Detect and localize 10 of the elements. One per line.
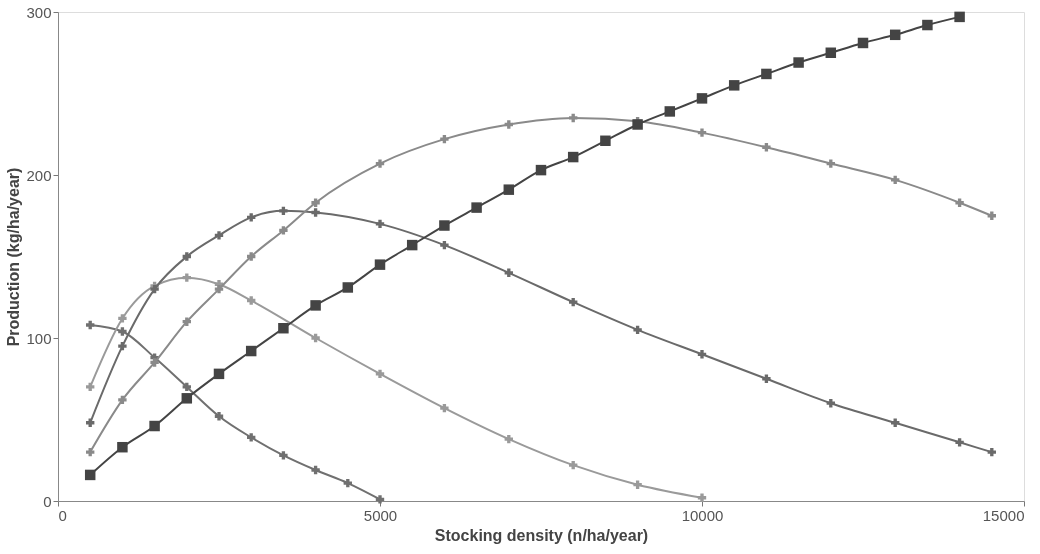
x-tick-label: 10000 bbox=[681, 506, 724, 524]
x-tick-label: 0 bbox=[58, 506, 67, 524]
x-tick-label: 15000 bbox=[982, 506, 1025, 524]
y-tick-label: 0 bbox=[43, 492, 52, 510]
y-axis-title: Production (kg/ha/year) bbox=[5, 167, 23, 347]
x-axis-title: Stocking density (n/ha/year) bbox=[434, 526, 649, 544]
y-tick-label: 300 bbox=[26, 3, 52, 21]
x-tick-label: 5000 bbox=[363, 506, 398, 524]
y-tick-label: 200 bbox=[26, 166, 52, 184]
y-tick-label: 100 bbox=[26, 329, 52, 347]
